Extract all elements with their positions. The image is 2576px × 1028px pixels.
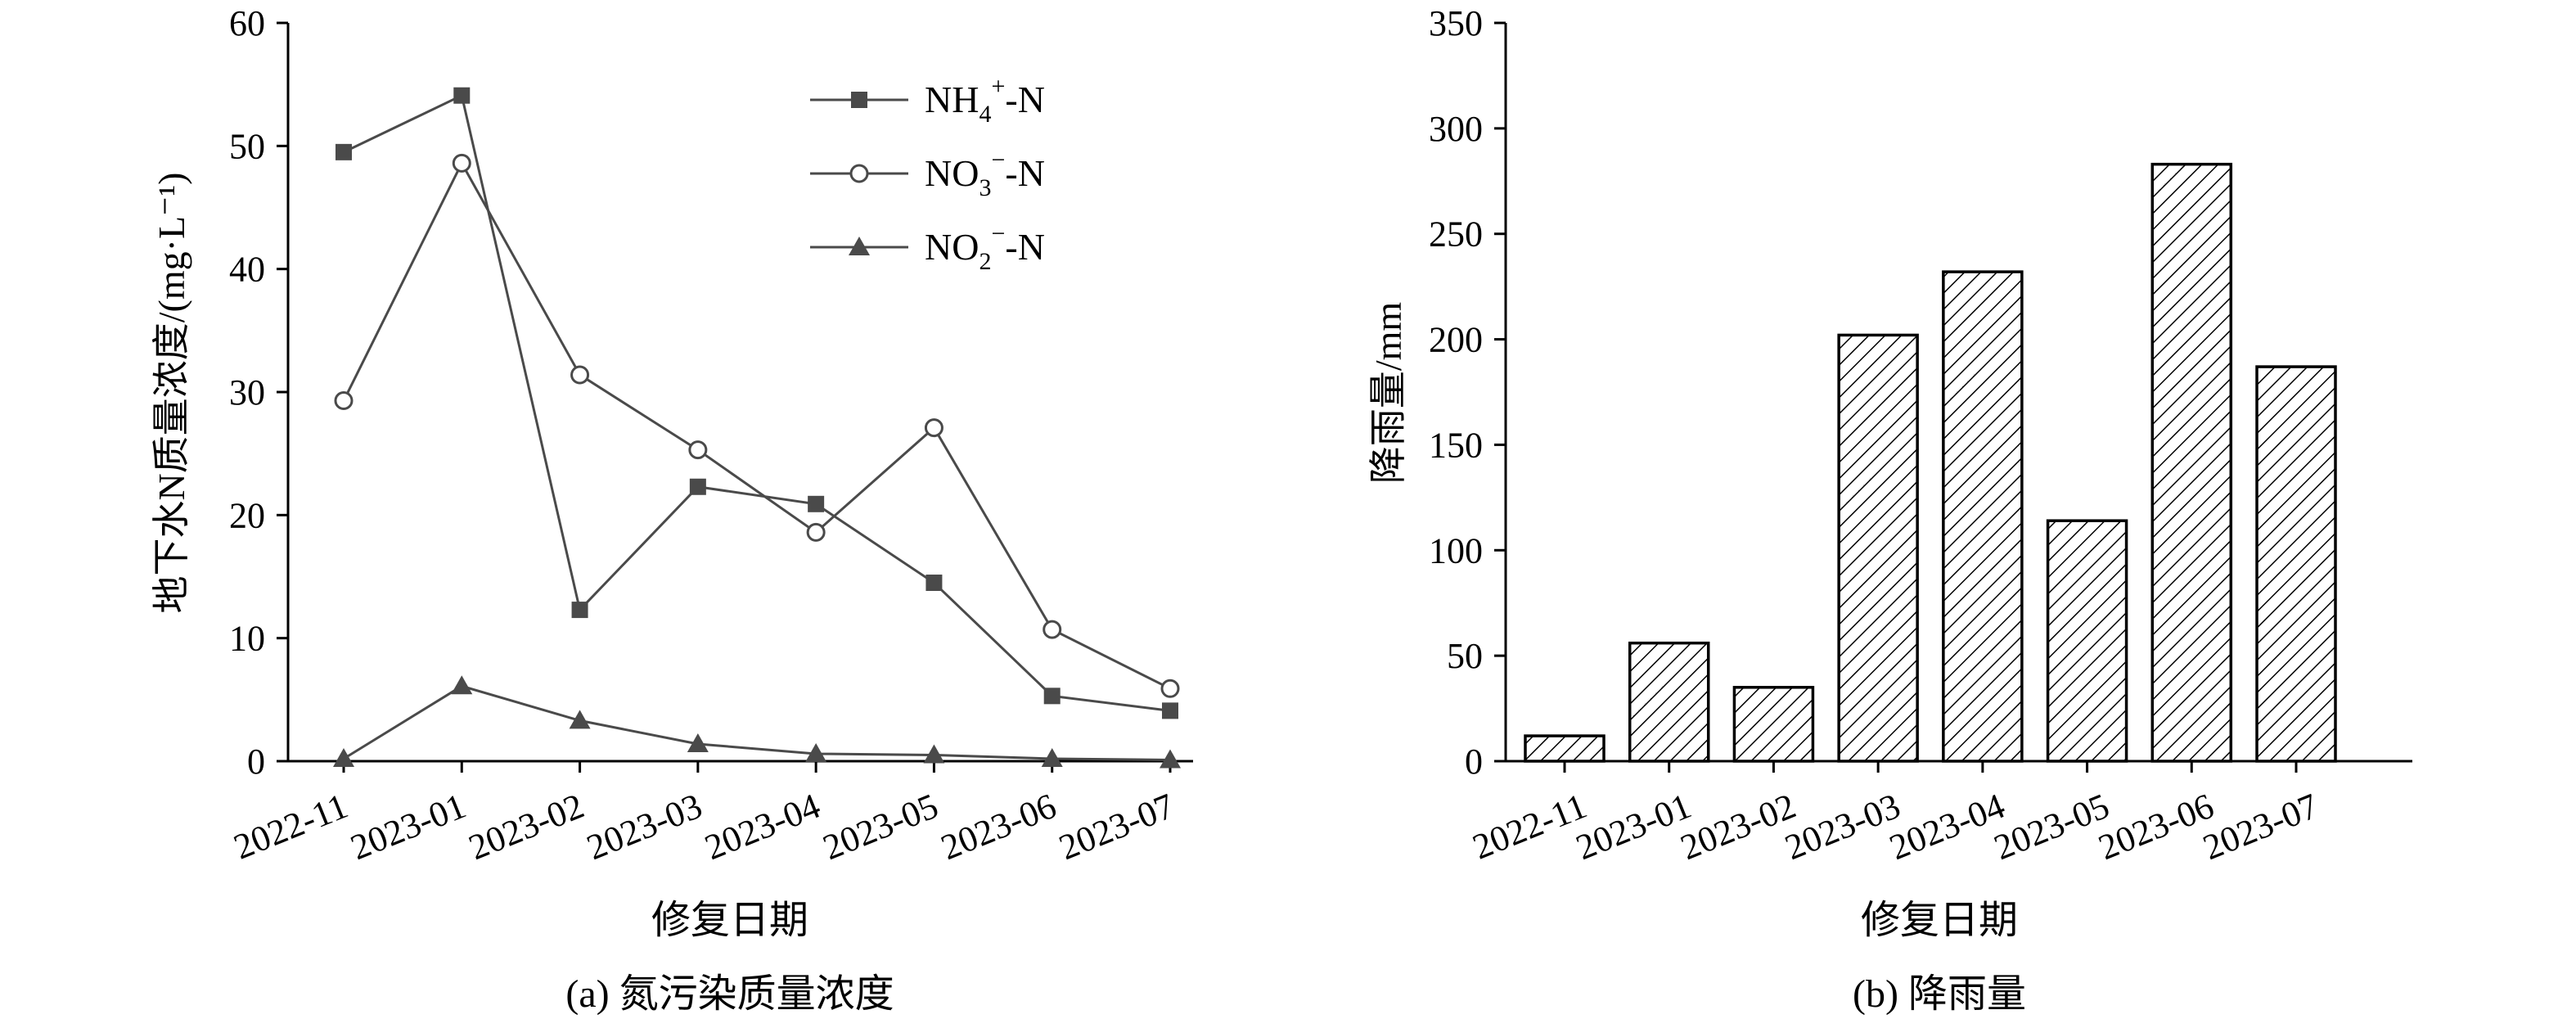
x-tick-label: 2023-05 xyxy=(817,786,943,868)
rainfall-bar xyxy=(1732,686,1815,763)
x-tick-label: 2023-04 xyxy=(1884,786,2010,868)
y-tick-label: 0 xyxy=(247,742,265,782)
no3-data-point xyxy=(452,153,471,173)
legend-label-sub: 2 xyxy=(979,248,991,275)
x-tick-label: 2023-03 xyxy=(581,786,707,868)
nh4-data-point xyxy=(336,143,352,160)
legend-marker-triangle xyxy=(849,237,870,255)
no3-data-point xyxy=(1160,679,1180,698)
rainfall-bar xyxy=(1628,641,1710,763)
rainfall-bar xyxy=(2255,365,2337,763)
series-line-square xyxy=(343,93,1171,712)
rainfall-bar xyxy=(1524,734,1605,763)
x-axis-title: 修复日期 xyxy=(1861,899,2018,942)
nh4-data-point xyxy=(453,87,471,104)
x-tick-label: 2023-02 xyxy=(1675,786,1801,868)
legend-marker-square xyxy=(851,92,867,108)
legend-label-sub: 4 xyxy=(979,101,991,128)
legend-label: NO3−-N xyxy=(925,147,1045,201)
legend-marker-circle xyxy=(849,164,869,183)
no2-data-point xyxy=(687,733,709,752)
legend-label-tail: -N xyxy=(1005,152,1045,194)
legend-label-base: NH xyxy=(925,79,979,120)
x-tick-label: 2023-03 xyxy=(1780,786,1906,868)
no3-data-point xyxy=(334,391,354,411)
y-tick-label: 100 xyxy=(1429,530,1483,570)
no3-data-point xyxy=(924,418,943,438)
x-tick-label: 2023-07 xyxy=(2197,786,2323,868)
legend-label-tail: -N xyxy=(1005,226,1045,268)
legend-label-sub: 3 xyxy=(979,174,991,201)
y-axis-title: 地下水N质量浓度/(mg·L⁻¹) xyxy=(151,173,192,614)
y-tick-label: 50 xyxy=(229,126,265,166)
legend-label-sup: − xyxy=(991,147,1005,174)
y-tick-label: 20 xyxy=(229,495,265,535)
no2-data-point xyxy=(451,675,473,695)
x-tick-label: 2023-05 xyxy=(1988,786,2114,868)
legend-label-sup: − xyxy=(991,220,1005,247)
no3-data-point xyxy=(1043,620,1062,639)
series-line-triangle xyxy=(343,684,1171,761)
rainfall-bar xyxy=(2046,519,2128,763)
no3-data-point xyxy=(570,365,590,385)
y-tick-label: 50 xyxy=(1447,636,1483,676)
no2-data-point xyxy=(1160,749,1181,769)
line-chart-panel: 01020304050602022-112023-012023-022023-0… xyxy=(151,3,1193,1016)
x-tick-label: 2023-06 xyxy=(2093,786,2219,868)
y-tick-label: 30 xyxy=(229,372,265,413)
y-tick-label: 0 xyxy=(1465,742,1483,782)
y-axis-title: 降雨量/mm xyxy=(1367,302,1409,485)
no2-data-point xyxy=(333,747,354,767)
rainfall-bar xyxy=(1942,270,2024,763)
no3-data-point xyxy=(806,522,826,542)
series-line-circle xyxy=(342,160,1171,690)
y-tick-label: 300 xyxy=(1429,109,1483,149)
bar-chart-panel: 0501001502002503003502022-112023-012023-… xyxy=(1367,3,2412,1016)
legend-label-sup: + xyxy=(991,73,1005,100)
y-tick-label: 150 xyxy=(1429,425,1483,465)
no2-data-point xyxy=(1041,747,1063,767)
y-tick-label: 10 xyxy=(229,619,265,659)
no2-data-point xyxy=(923,744,945,764)
y-tick-label: 40 xyxy=(229,250,265,290)
nh4-data-point xyxy=(1043,688,1061,705)
x-tick-label: 2023-01 xyxy=(345,786,471,868)
no2-data-point xyxy=(569,710,591,729)
legend-label-tail: -N xyxy=(1005,79,1045,120)
x-axis-title: 修复日期 xyxy=(651,899,808,942)
x-tick-label: 2023-07 xyxy=(1053,786,1179,868)
legend-label: NH4+-N xyxy=(925,73,1045,128)
x-tick-label: 2023-04 xyxy=(700,786,826,868)
nh4-data-point xyxy=(571,602,588,619)
x-tick-label: 2023-02 xyxy=(463,786,589,868)
nh4-data-point xyxy=(808,495,825,512)
panel-caption: (b) 降雨量 xyxy=(1853,972,2026,1016)
no3-data-point xyxy=(688,440,708,460)
nh4-data-point xyxy=(925,575,943,592)
y-tick-label: 60 xyxy=(229,3,265,43)
x-tick-label: 2022-11 xyxy=(228,786,354,868)
rainfall-bar xyxy=(2150,162,2233,763)
x-tick-label: 2022-11 xyxy=(1467,786,1592,868)
x-tick-label: 2023-06 xyxy=(935,786,1061,868)
legend-label: NO2−-N xyxy=(925,220,1045,275)
y-tick-label: 350 xyxy=(1429,3,1483,43)
y-tick-label: 200 xyxy=(1429,320,1483,360)
nh4-data-point xyxy=(689,478,706,495)
legend-label-base: NO xyxy=(925,152,979,194)
rainfall-bar xyxy=(1837,333,1919,763)
panel-caption: (a) 氮污染质量浓度 xyxy=(565,972,894,1016)
legend-label-base: NO xyxy=(925,226,979,268)
y-tick-label: 250 xyxy=(1429,214,1483,255)
x-tick-label: 2023-01 xyxy=(1570,786,1696,868)
nh4-data-point xyxy=(1162,702,1178,719)
no2-data-point xyxy=(805,742,827,762)
